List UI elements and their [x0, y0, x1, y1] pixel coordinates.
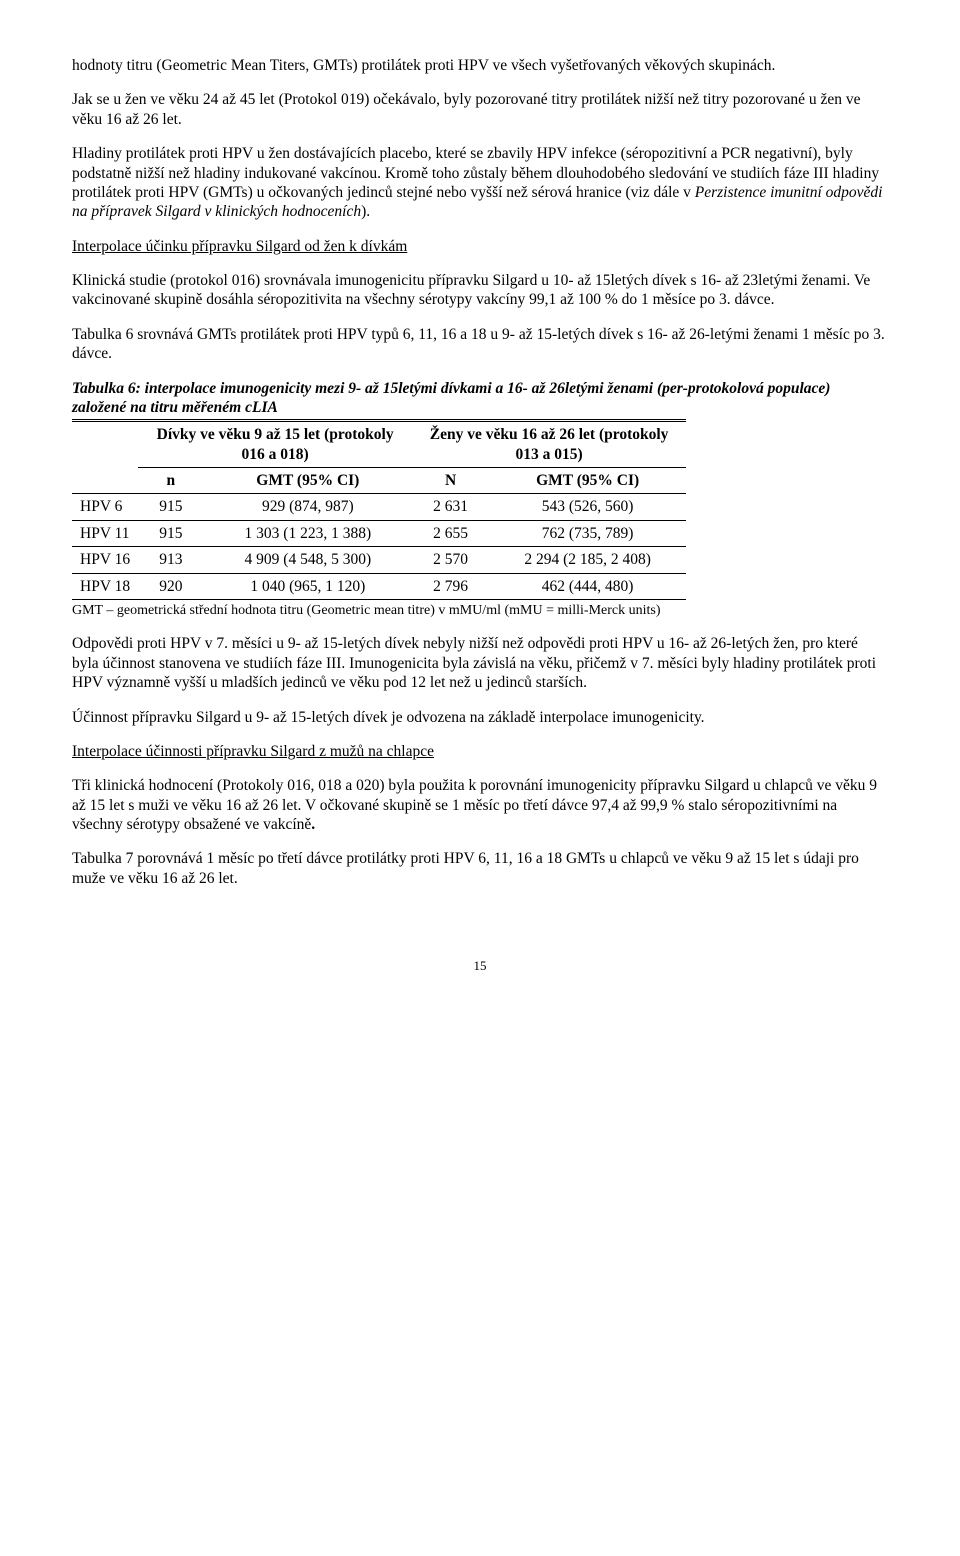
para8-bold-period: .	[311, 816, 315, 833]
table6-r0-gmt1: 929 (874, 987)	[204, 494, 413, 520]
table6: Dívky ve věku 9 až 15 let (protokoly 016…	[72, 419, 686, 600]
table6-r3-gmt1: 1 040 (965, 1 120)	[204, 573, 413, 599]
paragraph-gmt-intro: hodnoty titru (Geometric Mean Titers, GM…	[72, 56, 888, 75]
table6-caption: Tabulka 6: interpolace imunogenicity mez…	[72, 379, 888, 418]
table6-corner	[72, 421, 138, 494]
table6-col-N: N	[412, 468, 489, 494]
table6-r0-n: 915	[138, 494, 203, 520]
table6-r3-gmt2: 462 (444, 480)	[489, 573, 686, 599]
table6-r1-label: HPV 11	[72, 520, 138, 546]
table6-r2-N: 2 570	[412, 547, 489, 573]
table-row: HPV 11 915 1 303 (1 223, 1 388) 2 655 76…	[72, 520, 686, 546]
paragraph-study-016: Klinická studie (protokol 016) srovnával…	[72, 271, 888, 310]
table6-r3-label: HPV 18	[72, 573, 138, 599]
table6-r1-N: 2 655	[412, 520, 489, 546]
table6-r1-gmt1: 1 303 (1 223, 1 388)	[204, 520, 413, 546]
table6-footnote: GMT – geometrická střední hodnota titru …	[72, 602, 888, 620]
table6-r0-gmt2: 543 (526, 560)	[489, 494, 686, 520]
paragraph-placebo-levels: Hladiny protilátek proti HPV u žen dostá…	[72, 144, 888, 222]
table6-r0-N: 2 631	[412, 494, 489, 520]
table6-r0-label: HPV 6	[72, 494, 138, 520]
table-row: HPV 6 915 929 (874, 987) 2 631 543 (526,…	[72, 494, 686, 520]
heading-interpolation-men-boys: Interpolace účinnosti přípravku Silgard …	[72, 742, 888, 761]
table6-r2-gmt2: 2 294 (2 185, 2 408)	[489, 547, 686, 573]
table6-r2-n: 913	[138, 547, 203, 573]
paragraph-responses-month7: Odpovědi proti HPV v 7. měsíci u 9- až 1…	[72, 634, 888, 692]
table-row: HPV 18 920 1 040 (965, 1 120) 2 796 462 …	[72, 573, 686, 599]
paragraph-protocol-019: Jak se u žen ve věku 24 až 45 let (Proto…	[72, 90, 888, 129]
table6-col-gmt2: GMT (95% CI)	[489, 468, 686, 494]
table6-r2-gmt1: 4 909 (4 548, 5 300)	[204, 547, 413, 573]
heading-interpolation-women-girls: Interpolace účinku přípravku Silgard od …	[72, 237, 888, 256]
table6-r1-gmt2: 762 (735, 789)	[489, 520, 686, 546]
paragraph-three-trials: Tři klinická hodnocení (Protokoly 016, 0…	[72, 776, 888, 834]
table6-col-n: n	[138, 468, 203, 494]
page-number: 15	[72, 958, 888, 974]
table6-col-gmt1: GMT (95% CI)	[204, 468, 413, 494]
table6-r2-label: HPV 16	[72, 547, 138, 573]
table6-r3-N: 2 796	[412, 573, 489, 599]
para8-lead: Tři klinická hodnocení (Protokoly 016, 0…	[72, 777, 877, 833]
table-row: HPV 16 913 4 909 (4 548, 5 300) 2 570 2 …	[72, 547, 686, 573]
para3-tail: ).	[361, 203, 370, 220]
paragraph-table6-intro: Tabulka 6 srovnává GMTs protilátek proti…	[72, 325, 888, 364]
table6-group2-header: Ženy ve věku 16 až 26 let (protokoly 013…	[412, 421, 686, 468]
table6-r1-n: 915	[138, 520, 203, 546]
table6-r3-n: 920	[138, 573, 203, 599]
paragraph-table7-intro: Tabulka 7 porovnává 1 měsíc po třetí dáv…	[72, 849, 888, 888]
table6-group1-header: Dívky ve věku 9 až 15 let (protokoly 016…	[138, 421, 412, 468]
paragraph-efficacy-derived: Účinnost přípravku Silgard u 9- až 15-le…	[72, 708, 888, 727]
